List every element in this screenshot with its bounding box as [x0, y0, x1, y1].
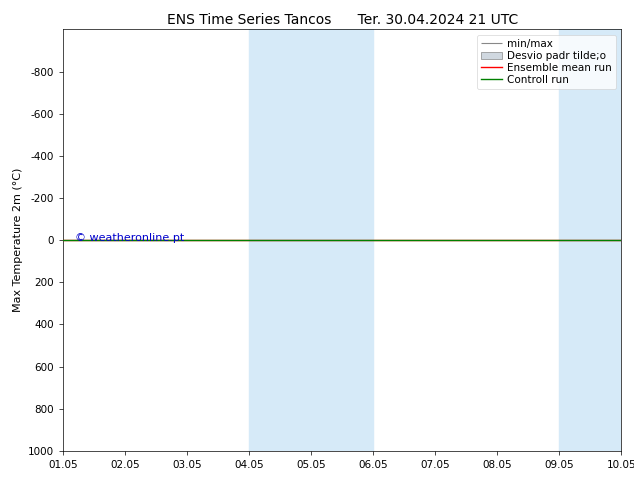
Legend: min/max, Desvio padr tilde;o, Ensemble mean run, Controll run: min/max, Desvio padr tilde;o, Ensemble m…: [477, 35, 616, 89]
Bar: [249, 29, 373, 451]
Bar: [559, 29, 621, 451]
Y-axis label: Max Temperature 2m (°C): Max Temperature 2m (°C): [13, 168, 23, 312]
Text: © weatheronline.pt: © weatheronline.pt: [75, 233, 184, 243]
Title: ENS Time Series Tancos      Ter. 30.04.2024 21 UTC: ENS Time Series Tancos Ter. 30.04.2024 2…: [167, 13, 518, 27]
